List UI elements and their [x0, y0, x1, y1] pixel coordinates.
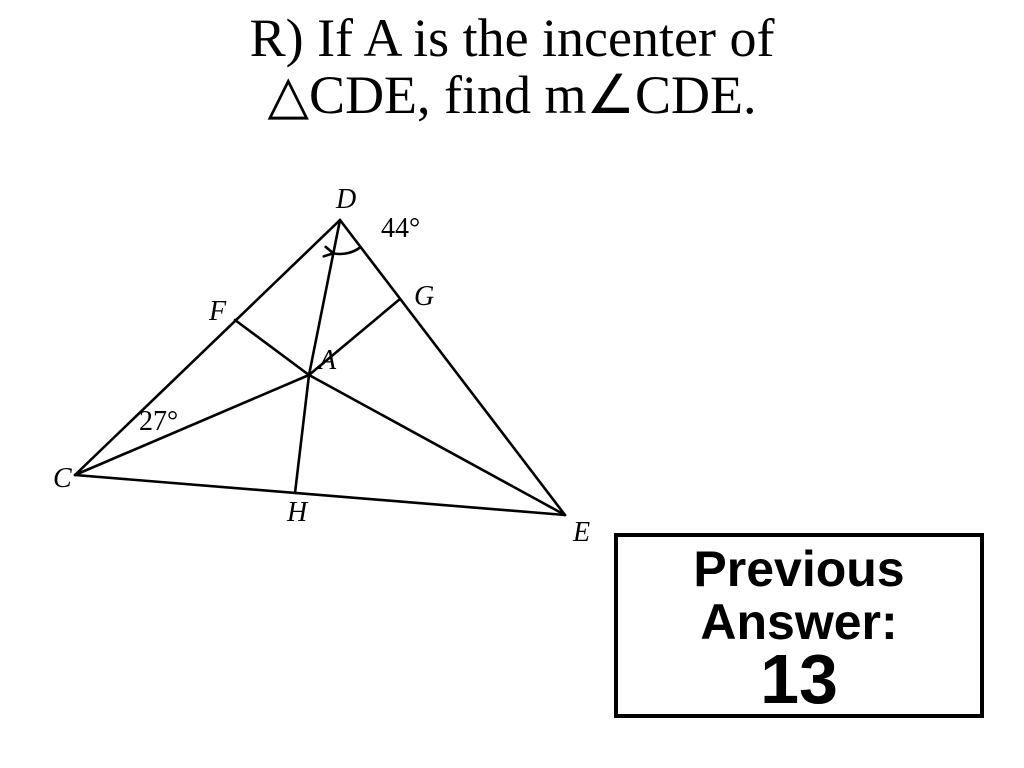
question-line-1: R) If A is the incenter of	[0, 10, 1024, 67]
point-label-C: C	[53, 463, 72, 494]
question-line-2: △CDE, find m∠CDE.	[0, 67, 1024, 124]
answer-value: 13	[628, 644, 970, 714]
answer-label-line1: Previous	[628, 543, 970, 596]
edge-A-F	[235, 320, 309, 375]
point-label-G: G	[414, 281, 434, 312]
diagram-svg: CDEFGHA44°27°	[55, 200, 615, 570]
edge-C-D	[75, 220, 340, 475]
angle-annotation-ADE_half: 44°	[381, 213, 420, 244]
edge-A-C	[75, 375, 309, 475]
question-title: R) If A is the incenter of △CDE, find m∠…	[0, 10, 1024, 123]
incenter-diagram: CDEFGHA44°27°	[55, 200, 615, 570]
point-label-D: D	[335, 184, 356, 215]
angle-arc	[333, 247, 360, 254]
edge-E-C	[75, 475, 565, 515]
edge-A-H	[295, 375, 309, 493]
angle-arc-arrowhead	[324, 247, 334, 256]
point-label-E: E	[572, 517, 590, 548]
edge-A-E	[309, 375, 565, 515]
angle-annotation-ACD: 27°	[139, 406, 178, 437]
point-label-A: A	[317, 345, 337, 376]
edge-D-E	[340, 220, 565, 515]
triangle-label: CDE	[309, 65, 417, 125]
angle-symbol: ∠	[587, 65, 635, 125]
q-mid: , find m	[417, 65, 587, 125]
q-suffix: .	[743, 65, 757, 125]
triangle-symbol: △	[268, 65, 310, 125]
point-label-F: F	[208, 296, 227, 327]
previous-answer-box: Previous Answer: 13	[614, 533, 984, 718]
angle-label: CDE	[635, 65, 743, 125]
point-label-H: H	[286, 497, 309, 528]
